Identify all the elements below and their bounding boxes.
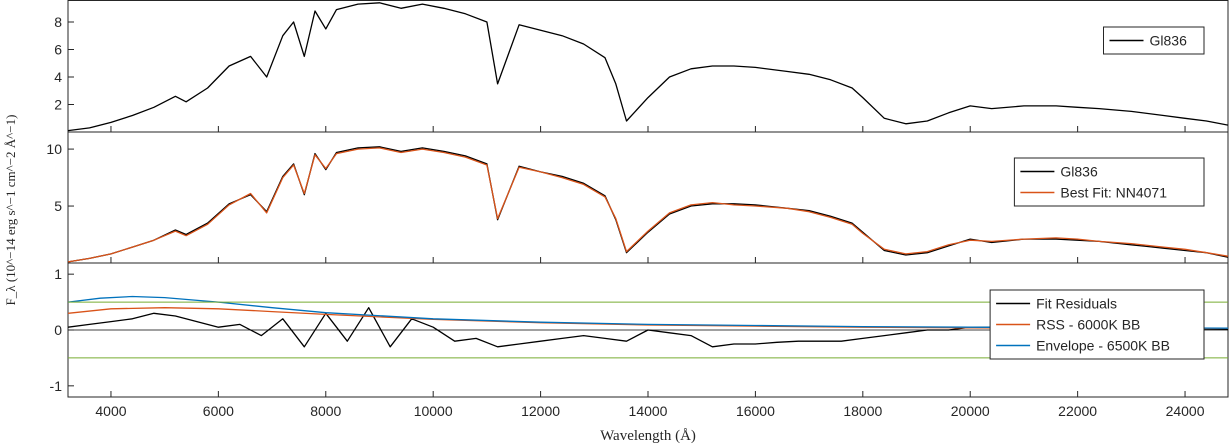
top-panel-frame [67, 0, 1229, 133]
x-tick-label: 24000 [1166, 403, 1205, 419]
x-tick-label: 10000 [414, 403, 453, 419]
middle-panel-series [68, 146, 1228, 263]
middle-legend-label: Best Fit: NN4071 [1060, 185, 1167, 201]
bottom-y-tick-label: -1 [50, 378, 63, 394]
top-panel-y-ticks: 2 4 6 8 [54, 14, 74, 113]
x-axis-label: Wavelength (Å) [600, 428, 696, 444]
x-tick-label: 8000 [310, 403, 341, 419]
bottom-y-tick-label: 0 [54, 322, 62, 338]
top-series-line-0 [68, 2, 1228, 132]
top-panel-legend: Gl836 [1103, 26, 1205, 55]
y-axis-label: F_λ (10^−14 erg s^−1 cm^−2 Å^−1) [3, 115, 18, 306]
bottom-legend-label: Fit Residuals [1036, 296, 1117, 312]
bottom-legend-label: RSS - 6000K BB [1036, 317, 1140, 333]
x-tick-label: 4000 [95, 403, 126, 419]
x-tick-label: 16000 [736, 403, 775, 419]
bottom-y-tick-label: 1 [54, 266, 62, 282]
x-tick-label: 14000 [629, 403, 668, 419]
middle-series-line-1 [68, 147, 1228, 263]
x-tick-label: 20000 [951, 403, 990, 419]
top-panel-series [68, 2, 1228, 132]
x-axis-ticks: 4000 6000 8000 10000 12000 14000 16000 18000 200… [95, 126, 1205, 419]
x-tick-label: 6000 [203, 403, 234, 419]
bottom-panel-legend: Fit Residuals RSS - 6000K BB Envelope - 65… [989, 289, 1205, 360]
bottom-panel-y-ticks: -1 0 1 [50, 266, 74, 394]
top-legend-label: Gl836 [1150, 33, 1188, 49]
x-tick-label: 22000 [1058, 403, 1097, 419]
middle-y-tick-label: 5 [54, 198, 62, 214]
middle-legend-box [1013, 157, 1205, 207]
middle-panel-legend: Gl836 Best Fit: NN4071 [1013, 157, 1205, 207]
middle-legend-label: Gl836 [1060, 164, 1098, 180]
middle-panel-y-ticks: 5 10 [46, 141, 74, 214]
x-tick-label: 12000 [521, 403, 560, 419]
top-y-tick-label: 6 [54, 42, 62, 58]
top-y-tick-label: 8 [54, 14, 62, 30]
top-y-tick-label: 2 [54, 97, 62, 113]
top-y-tick-label: 4 [54, 69, 62, 85]
middle-y-tick-label: 10 [46, 141, 62, 157]
x-tick-label: 18000 [843, 403, 882, 419]
bottom-legend-label: Envelope - 6500K BB [1036, 338, 1170, 354]
